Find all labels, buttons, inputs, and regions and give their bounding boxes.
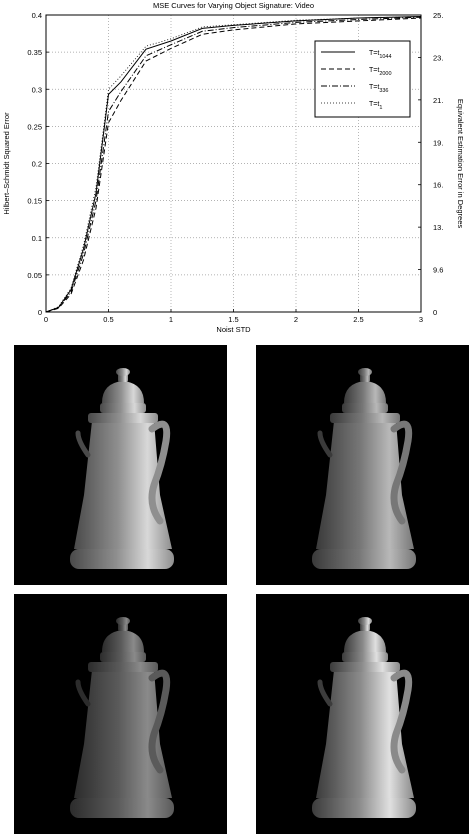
pot-spout bbox=[75, 679, 91, 707]
y2-tick-label: 21. bbox=[433, 96, 443, 105]
pot-lid-rim bbox=[342, 652, 388, 662]
y-tick-label: 0.15 bbox=[27, 197, 42, 206]
y-axis-label: Hilbert–Schmidt Squared Error bbox=[2, 112, 11, 215]
pot-body bbox=[316, 670, 414, 798]
series-line-4 bbox=[45, 16, 422, 313]
legend-box bbox=[314, 40, 411, 118]
mse-chart: MSE Curves for Varying Object Signature:… bbox=[0, 0, 471, 338]
y2-tick-label: 23. bbox=[433, 53, 443, 62]
coffee-pot-render-3 bbox=[70, 617, 174, 818]
pot-body bbox=[74, 670, 172, 798]
legend-entry-2: T=t2000 bbox=[369, 67, 392, 77]
pot-base bbox=[312, 798, 416, 818]
render-panel-1 bbox=[14, 345, 227, 585]
pot-base bbox=[70, 549, 174, 569]
y-tick-label: 0.25 bbox=[27, 122, 42, 131]
legend-entry-subscript: 2000 bbox=[379, 71, 391, 77]
x-tick-label: 1 bbox=[169, 315, 173, 324]
x-tick-label: 0 bbox=[44, 315, 48, 324]
pot-knob bbox=[116, 368, 130, 376]
y2-tick-label: 0 bbox=[433, 308, 437, 317]
pot-handle bbox=[390, 420, 413, 525]
x-tick-label: 3 bbox=[419, 315, 423, 324]
x-tick-label: 2.5 bbox=[353, 315, 363, 324]
pot-lid-dome bbox=[102, 630, 144, 652]
pot-lid-dome bbox=[344, 381, 386, 403]
pot-base bbox=[70, 798, 174, 818]
pot-body bbox=[74, 421, 172, 549]
series-line-3 bbox=[45, 16, 422, 313]
pot-handle bbox=[148, 669, 171, 774]
pot-lid-dome bbox=[102, 381, 144, 403]
legend-entry-subscript: 1044 bbox=[379, 54, 391, 60]
y-tick-label: 0.1 bbox=[32, 234, 42, 243]
render-panel-4 bbox=[256, 594, 469, 834]
render-panel-2 bbox=[256, 345, 469, 585]
pot-handle bbox=[390, 669, 413, 774]
render-panel-3 bbox=[14, 594, 227, 834]
pot-base bbox=[312, 549, 416, 569]
coffee-pot-render-2 bbox=[312, 368, 416, 569]
coffee-pot-render-1 bbox=[70, 368, 174, 569]
pot-body bbox=[316, 421, 414, 549]
legend-entry-subscript: 1 bbox=[379, 105, 382, 111]
y2-tick-label: 9.6 bbox=[433, 266, 443, 275]
legend-entry-name: T=t bbox=[369, 101, 379, 108]
series-line-1 bbox=[45, 16, 422, 313]
pot-lid-rim bbox=[100, 403, 146, 413]
x-axis-label: Noist STD bbox=[216, 325, 251, 334]
legend-entry-name: T=t bbox=[369, 84, 379, 91]
y-tick-label: 0.05 bbox=[27, 271, 42, 280]
y-tick-label: 0 bbox=[38, 308, 42, 317]
y2-axis-label: Equivalent Estimation Error in Degrees bbox=[456, 99, 465, 228]
series-line-2 bbox=[45, 17, 422, 313]
y2-tick-label: 25. bbox=[433, 11, 443, 20]
pot-neck-ring bbox=[330, 662, 400, 672]
y-tick-label: 0.4 bbox=[32, 11, 42, 20]
y2-tick-label: 16. bbox=[433, 181, 443, 190]
y-tick-label: 0.35 bbox=[27, 48, 42, 57]
legend-entry-name: T=t bbox=[369, 67, 379, 74]
pot-lid-rim bbox=[100, 652, 146, 662]
plot-frame bbox=[45, 14, 422, 313]
pot-lid-dome bbox=[344, 630, 386, 652]
chart-title: MSE Curves for Varying Object Signature:… bbox=[153, 1, 314, 10]
pot-spout bbox=[317, 430, 333, 458]
pot-spout bbox=[75, 430, 91, 458]
legend-entry-3: T=t336 bbox=[369, 84, 389, 94]
mse-chart-svg: MSE Curves for Varying Object Signature:… bbox=[2, 1, 465, 334]
legend-entry-4: T=t1 bbox=[369, 101, 382, 111]
legend-entry-name: T=t bbox=[369, 50, 379, 57]
pot-lid-rim bbox=[342, 403, 388, 413]
pot-knob bbox=[116, 617, 130, 625]
y-tick-label: 0.2 bbox=[32, 160, 42, 169]
y2-tick-label: 19. bbox=[433, 138, 443, 147]
pot-knob bbox=[358, 368, 372, 376]
pot-neck-ring bbox=[330, 413, 400, 423]
pot-handle bbox=[148, 420, 171, 525]
pot-knob bbox=[358, 617, 372, 625]
x-tick-label: 0.5 bbox=[103, 315, 113, 324]
legend-entry-subscript: 336 bbox=[379, 88, 388, 94]
pot-neck-ring bbox=[88, 413, 158, 423]
x-tick-label: 1.5 bbox=[228, 315, 238, 324]
y-tick-label: 0.3 bbox=[32, 85, 42, 94]
pot-neck-ring bbox=[88, 662, 158, 672]
y2-tick-label: 13. bbox=[433, 223, 443, 232]
x-tick-label: 2 bbox=[294, 315, 298, 324]
coffee-pot-render-4 bbox=[312, 617, 416, 818]
pot-spout bbox=[317, 679, 333, 707]
legend-entry-1: T=t1044 bbox=[369, 50, 392, 60]
